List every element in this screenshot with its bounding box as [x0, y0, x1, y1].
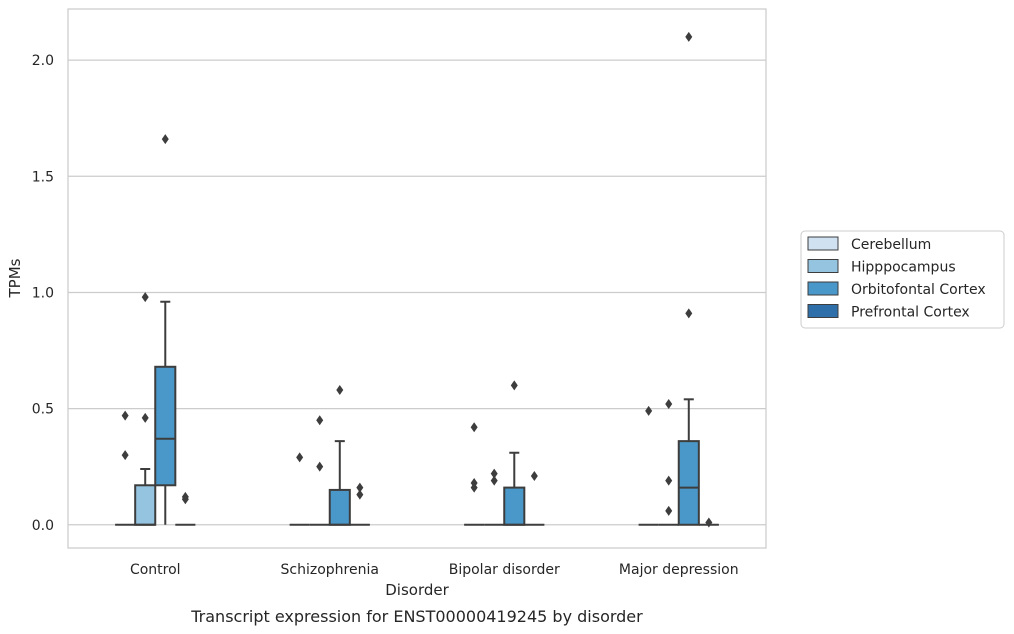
box-group — [309, 415, 330, 526]
outlier-point — [316, 461, 324, 472]
legend-label: Cerebellum — [851, 237, 931, 253]
x-tick-labels: Control Schizophrenia Bipolar disorder Majo… — [130, 562, 739, 578]
box-group — [349, 482, 370, 526]
outlier-point — [316, 415, 324, 426]
box-iqr — [134, 484, 157, 526]
y-tick-label: 0.5 — [32, 402, 54, 418]
figure-caption: Transcript expression for ENST0000041924… — [190, 607, 643, 626]
outlier-point — [470, 482, 478, 493]
legend-label: Orbitofontal Cortex — [851, 282, 986, 298]
box-group — [328, 385, 351, 526]
legend: Cerebellum Hipppocampus Orbitofontal Corte… — [800, 230, 1005, 329]
x-axis-label: Disorder — [385, 581, 449, 599]
outlier-point — [530, 470, 538, 481]
outlier-point — [665, 505, 673, 516]
legend-swatch — [807, 304, 839, 318]
y-tick-label: 1.0 — [32, 285, 54, 301]
legend-label: Prefrontal Cortex — [851, 305, 970, 321]
outlier-point — [510, 380, 518, 391]
outlier-point — [121, 450, 129, 461]
outlier-point — [665, 475, 673, 486]
box-group — [115, 410, 136, 526]
legend-frame — [800, 230, 1005, 329]
outlier-point — [356, 482, 364, 493]
box-group — [698, 517, 719, 528]
box-group — [154, 134, 177, 525]
box-group — [464, 422, 485, 526]
x-tick-label: Schizophrenia — [281, 562, 379, 578]
box-iqr — [503, 486, 526, 526]
legend-swatch — [807, 236, 839, 251]
box-group — [524, 470, 545, 526]
y-tick-labels: 0.0 0.5 1.0 1.5 2.0 — [32, 53, 54, 534]
box-group — [638, 405, 659, 526]
box-group — [503, 380, 526, 526]
box-group — [677, 31, 700, 526]
outlier-point — [121, 410, 129, 421]
y-tick-label: 1.5 — [32, 169, 54, 185]
y-tick-label: 0.0 — [32, 518, 54, 534]
legend-swatch — [807, 259, 839, 273]
x-tick-label: Bipolar disorder — [449, 562, 560, 578]
outlier-point — [705, 517, 713, 528]
box-group — [175, 491, 196, 526]
legend-swatch — [807, 281, 839, 296]
outlier-point — [685, 31, 693, 42]
box-iqr — [677, 440, 700, 526]
box-group — [134, 292, 157, 526]
y-tick-label: 2.0 — [32, 53, 54, 69]
outlier-point — [490, 468, 498, 479]
box-group — [484, 468, 505, 526]
legend-label: Hipppocampus — [851, 260, 956, 276]
boxes — [115, 31, 719, 528]
box-group — [289, 452, 310, 526]
outlier-point — [685, 308, 693, 319]
x-tick-label: Major depression — [619, 562, 739, 578]
outlier-point — [336, 385, 344, 396]
x-tick-label: Control — [130, 562, 181, 578]
outlier-point — [141, 292, 149, 303]
plot-area-frame — [67, 8, 767, 549]
box-iqr — [328, 488, 351, 526]
y-axis-label: TPMs — [6, 258, 24, 298]
box-iqr — [154, 365, 177, 487]
outlier-point — [296, 452, 304, 463]
outlier-point — [141, 412, 149, 423]
outlier-point — [490, 475, 498, 486]
outlier-point — [181, 494, 189, 505]
outlier-point — [161, 134, 169, 145]
outlier-point — [645, 405, 653, 416]
box-group — [658, 398, 679, 526]
outlier-point — [470, 422, 478, 433]
outlier-point — [356, 489, 364, 500]
outlier-point — [665, 398, 673, 409]
